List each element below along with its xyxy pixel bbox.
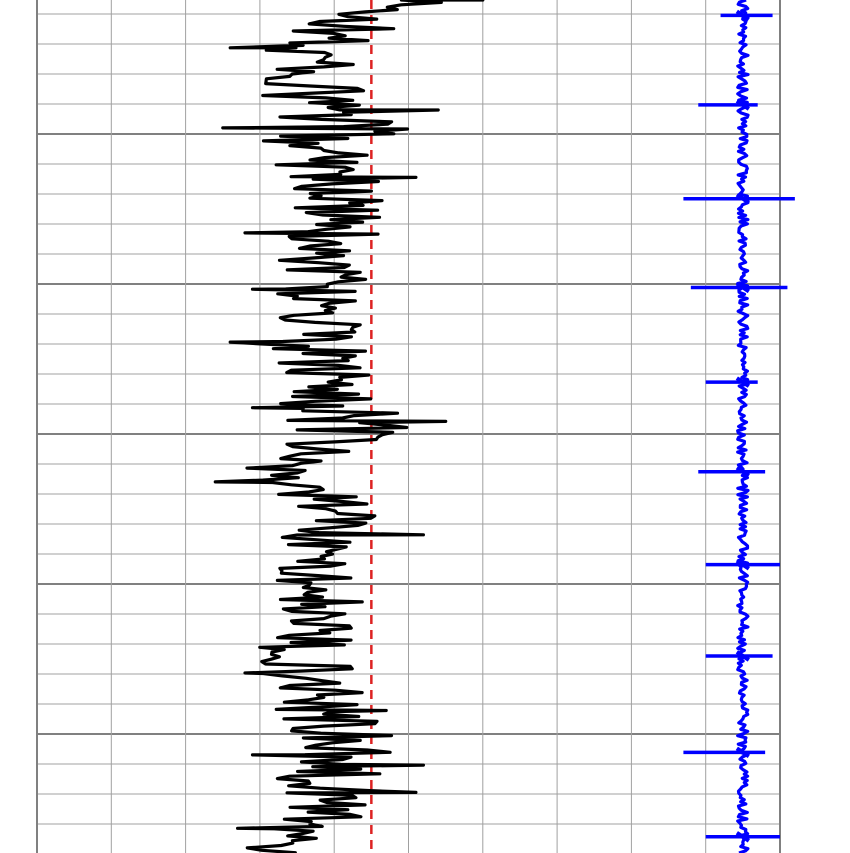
black-log-curve — [213, 0, 485, 853]
grid-lines — [36, 0, 781, 853]
blue-spike-core — [735, 559, 750, 571]
blue-spike-core — [735, 9, 750, 22]
blue-spike-core — [735, 831, 750, 843]
blue-spike-core — [735, 650, 750, 662]
blue-log-curve — [736, 0, 750, 853]
blue-spike-core — [735, 466, 750, 478]
blue-spike-core — [735, 746, 750, 759]
blue-spike-core — [735, 193, 750, 205]
log-curves — [213, 0, 795, 853]
blue-spike-core — [735, 99, 750, 111]
blue-spike-core — [735, 281, 750, 294]
blue-spike-core — [735, 376, 750, 388]
